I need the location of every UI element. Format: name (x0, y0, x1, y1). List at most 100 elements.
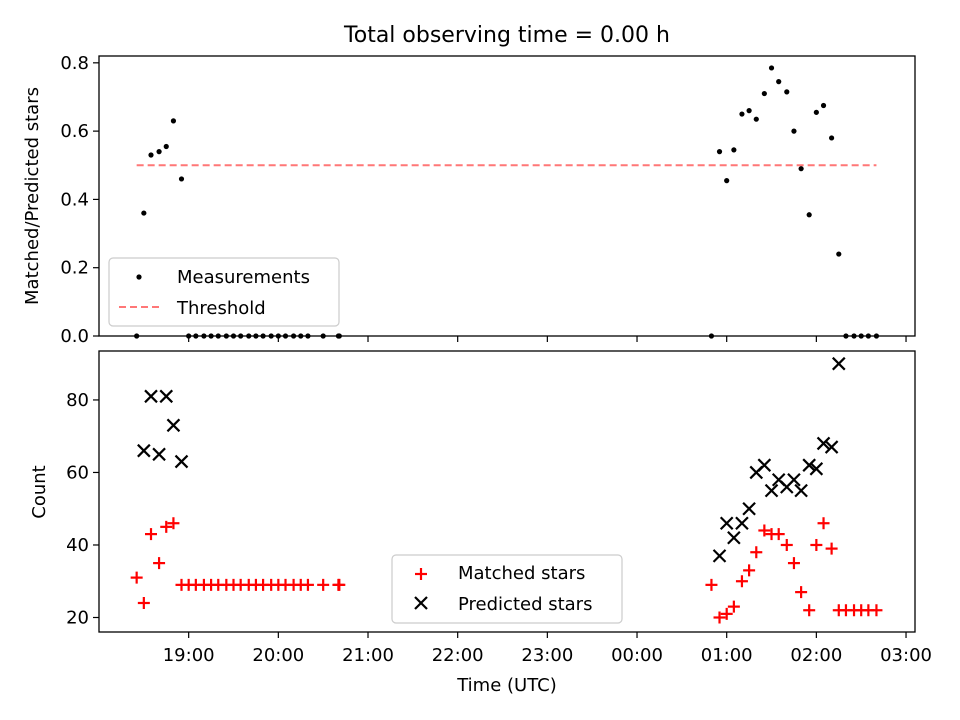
count-xtick-label: 00:00 (611, 645, 663, 666)
matched-stars-point (153, 557, 166, 570)
predicted-stars-point (166, 418, 181, 433)
measurement-point (739, 111, 745, 117)
matched-stars-point (137, 596, 150, 609)
legend-matched-label: Matched stars (458, 563, 585, 584)
measurement-point (724, 178, 730, 184)
matched-stars-point (333, 578, 346, 591)
measurement-point (170, 118, 177, 124)
predicted-stars-point (159, 389, 174, 404)
count-xtick-label: 01:00 (701, 645, 753, 666)
matched-stars-point (160, 520, 173, 533)
predicted-stars-point (137, 443, 151, 458)
measurement-point (141, 210, 147, 216)
measurement-point (156, 149, 162, 155)
count-legend-box (391, 554, 623, 624)
ratio-ytick-label: 0.8 (60, 53, 89, 74)
matched-stars-point (817, 517, 830, 530)
measurement-point (791, 128, 797, 134)
measurement-point (716, 149, 723, 155)
ratio-ytick-label: 0.6 (60, 121, 89, 142)
predicted-stars-point (832, 356, 846, 371)
predicted-stars-point (735, 516, 749, 531)
count-xtick-label: 22:00 (432, 645, 484, 666)
matched-stars-point (787, 557, 800, 570)
matched-stars-point (825, 542, 838, 555)
predicted-stars-point (794, 483, 808, 498)
figure-title: Total observing time = 0.00 h (343, 23, 670, 48)
matched-stars-point (803, 604, 816, 617)
matched-stars-point (772, 528, 785, 541)
legend-measurements-label: Measurements (177, 267, 310, 288)
count-panel-ylabel: Count (29, 465, 50, 518)
predicted-stars-point (816, 436, 831, 451)
measurement-point (813, 109, 819, 115)
matched-stars-point (167, 517, 180, 530)
predicted-stars-point (174, 454, 189, 469)
matched-stars-point (301, 578, 314, 591)
count-xtick-label: 19:00 (163, 645, 215, 666)
predicted-stars-point (787, 472, 801, 487)
measurement-point (746, 108, 752, 114)
ratio-ytick-label: 0.2 (60, 258, 89, 279)
matched-stars-point (720, 607, 733, 620)
ratio-panel-ticks: 0.0 0.2 0.4 0.6 0.8 (60, 53, 907, 347)
count-xtick-label: 02:00 (790, 645, 842, 666)
matched-stars-point (795, 586, 808, 599)
count-xtick-label: 23:00 (521, 645, 573, 666)
matched-stars-point (780, 538, 793, 551)
predicted-stars-point (712, 549, 727, 563)
ratio-panel: 0.00.20.40.60.8 Matched/Predicted stars … (22, 53, 916, 347)
legend-matched-marker (415, 568, 427, 580)
legend-measurements-marker (136, 274, 142, 280)
matched-stars-point (727, 600, 740, 613)
count-panel-frame (98, 350, 916, 633)
predicted-stars-point (802, 458, 816, 472)
measurement-point (731, 147, 737, 153)
measurement-point (776, 79, 782, 85)
matched-stars-point (130, 571, 143, 584)
count-panel-marks (130, 356, 883, 624)
ratio-ytick-label: 0.0 (60, 326, 89, 347)
measurement-point (820, 102, 827, 109)
ratio-ytick-label: 0.4 (60, 189, 89, 210)
matched-stars-point (810, 538, 823, 551)
matched-stars-point (317, 578, 330, 591)
measurement-point (829, 135, 835, 141)
count-ytick-label: 40 (66, 535, 89, 556)
matched-stars-point (705, 578, 718, 591)
predicted-stars-point (144, 389, 158, 404)
matched-stars-point (743, 564, 756, 577)
measurement-point (178, 176, 185, 182)
count-xtick-label: 03:00 (880, 645, 932, 666)
measurement-point (836, 251, 842, 257)
legend-predicted-label: Predicted stars (458, 594, 592, 615)
count-xtick-label: 21:00 (342, 645, 394, 666)
predicted-stars-point (809, 462, 824, 476)
predicted-stars-point (764, 483, 779, 498)
predicted-stars-point (727, 530, 741, 545)
matched-stars-point (735, 575, 748, 588)
predicted-stars-point (757, 458, 772, 472)
legend-threshold-label: Threshold (176, 298, 266, 319)
count-panel-ticks: 20 40 60 80 19:00 20:00 21:00 22:00 23:00 00:00 01… (66, 390, 932, 666)
measurement-point (768, 65, 775, 71)
measurement-point (761, 90, 767, 97)
measurement-point (163, 143, 169, 150)
predicted-stars-point (152, 447, 166, 462)
ratio-panel-legend: Measurements Threshold (108, 257, 340, 327)
matched-stars-point (758, 524, 771, 537)
measurement-point (806, 212, 812, 218)
ratio-legend-box (108, 257, 340, 327)
count-ytick-label: 20 (66, 607, 89, 628)
matched-stars-point (870, 604, 883, 617)
count-panel-xlabel: Time (UTC) (456, 675, 557, 696)
count-ytick-label: 60 (66, 462, 89, 483)
measurement-point (784, 89, 790, 95)
ratio-panel-ylabel: Matched/Predicted stars (22, 87, 43, 305)
measurement-point (148, 152, 154, 158)
count-ytick-label: 80 (66, 390, 89, 411)
predicted-stars-point (719, 516, 734, 531)
measurement-point (753, 116, 759, 122)
count-xtick-label: 20:00 (252, 645, 304, 666)
